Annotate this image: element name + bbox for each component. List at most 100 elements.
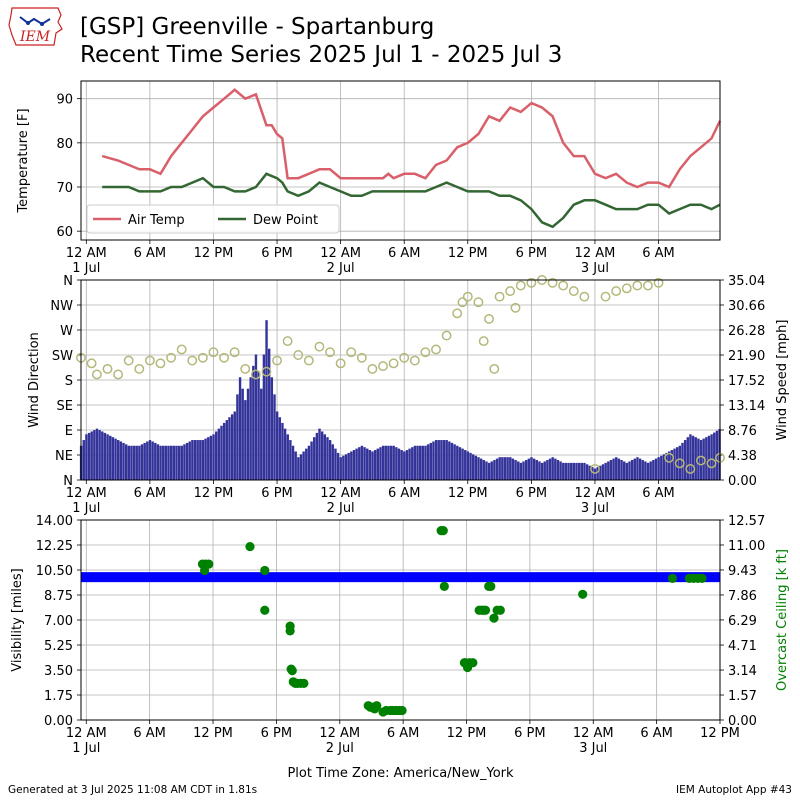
wind-speed-bar [143,442,146,480]
wind-speed-bar [607,461,610,480]
wind-speed-bar [371,451,374,480]
wind-dir-point [102,363,113,374]
wind-speed-bar [585,464,589,480]
wind-speed-bar [241,388,244,480]
wind-speed-bar [188,441,191,480]
wind-dir-point [293,350,304,360]
wind-speed-bar [172,445,176,480]
wind-speed-bar [307,445,311,480]
wind-speed-bar [207,437,210,480]
ceiling-point [697,573,707,583]
wind-speed-bar [503,457,507,480]
wind-speed-bar [270,377,274,480]
wind-speed-bar [180,445,183,480]
page-title: [GSP] Greenville - Spartanburg [80,14,435,40]
vis-y-tick-label: 5.25 [44,639,73,654]
wind-speed-bar [440,440,443,480]
wind-speed-bar [540,462,544,480]
wind-dir-point [176,344,187,355]
wind-speed-bar [609,460,613,480]
wind-speed-bar [310,441,313,480]
wind-speed-bar [442,440,446,480]
wind-speed-bar [471,454,475,480]
wind-speed-bar [85,434,88,480]
wind-speed-bar [678,445,682,480]
wind-speed-bar [167,445,170,480]
wind-speed-bar [665,452,668,480]
air-temp-line [101,88,722,189]
wind-dir-point [335,358,346,369]
wind-speed-bar [222,422,226,480]
wind-speed-bar [464,450,467,480]
wind-speed-bar [169,445,173,480]
wind-speed-bar [506,457,509,480]
wind-speed-bar [122,442,125,480]
ceiling-tick-label: 3.14 [728,664,757,679]
wind-speed-bar [318,428,321,480]
wind-speed-bar [453,444,456,480]
wind-speed-bar [265,320,268,480]
wind-speed-bar [437,440,440,480]
wind-speed-bar [260,388,263,480]
wind-speed-bar [509,457,512,480]
vis-x-tick-label: 6 AM [133,726,166,741]
vis-x-tick-label: 6 AM [387,726,420,741]
wind-dir-point [208,347,219,358]
wind-speed-bar [493,460,496,480]
wind-speed-bar [532,458,536,480]
vis-y-tick-label: 7.00 [44,614,73,629]
wind-speed-bar [591,467,594,480]
wind-speed-bar [344,454,348,480]
wind-x-tick-label: 12 PM [194,486,234,501]
wind-speed-bar [395,447,398,480]
wind-dir-point [187,355,198,366]
wind-speed-bar [379,447,382,480]
temp-date-label: 2 Jul [327,261,355,276]
wind-speed-bar [397,448,401,480]
wind-dir-tick-label: N [63,274,73,289]
wind-dir-point [600,291,611,302]
wind-speed-bar [183,444,186,480]
wind-speed-bar [252,365,255,480]
wind-speed-bar [511,458,515,480]
wind-speed-bar [668,451,671,480]
temp-x-tick-label: 6 AM [388,246,421,261]
wind-dir-tick-label: NW [50,299,73,314]
ceiling-point [260,605,270,615]
wind-speed-bar [593,468,597,480]
wind-speed-bar [376,448,380,480]
wind-dir-point [388,358,399,369]
wind-dir-point [229,347,240,358]
wind-dir-point [219,352,230,363]
wind-speed-bar [273,394,276,480]
wind-dir-point [526,277,537,288]
wind-dir-point [282,336,293,347]
wind-speed-bar [249,377,252,480]
wind-speed-bar [670,450,674,480]
wind-speed-bar [612,458,615,480]
wind-speed-bar [654,458,658,480]
wind-speed-bar [535,460,538,480]
wind-speed-bar [633,458,636,480]
wind-speed-bar [352,450,356,480]
wind-speed-bar [426,444,430,480]
wind-speed-bar [360,445,364,480]
wind-dir-point [378,361,388,372]
wind-speed-bar [315,432,319,480]
wind-speed-bar [204,438,207,480]
temp-date-label: 1 Jul [72,261,100,276]
wind-speed-bar [366,448,369,480]
time-zone-axis-label: Plot Time Zone: America/New_York [287,766,514,781]
wind-speed-bar [429,442,433,480]
wind-plot-frame [80,279,721,481]
wind-speed-bar [562,462,565,480]
wind-speed-bar [662,454,666,480]
wind-speed-bar [238,377,242,480]
ceiling-point [578,589,588,599]
wind-speed-bar [686,437,689,480]
wind-speed-bar [90,431,93,480]
wind-speed-bar [101,431,104,480]
wind-speed-bar [675,447,679,480]
wind-speed-bar [116,440,120,480]
ceiling-point [486,581,496,591]
